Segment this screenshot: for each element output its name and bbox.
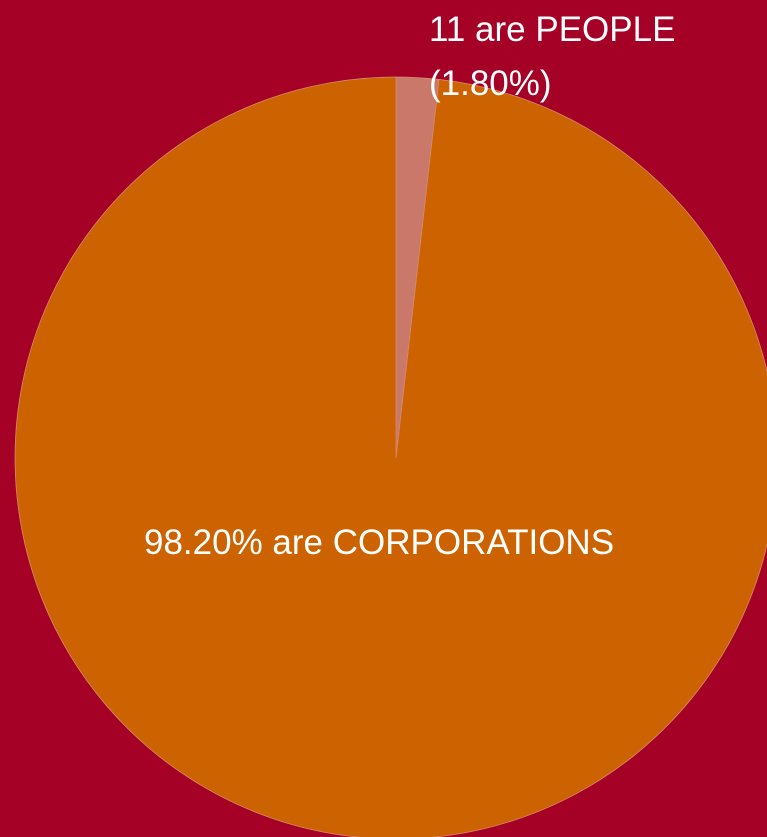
people-slice-label: 11 are PEOPLE (1.80%) [429, 10, 685, 103]
corporations-label-line-1: 98.20% are CORPORATIONS [144, 523, 614, 562]
people-label-line-1: 11 are PEOPLE [429, 10, 675, 49]
corporations-slice-label: 98.20% are CORPORATIONS [144, 523, 614, 562]
pie-slices [14, 76, 767, 837]
people-label-line-2: (1.80%) [429, 64, 552, 103]
pie-slice-corporations [14, 76, 767, 837]
